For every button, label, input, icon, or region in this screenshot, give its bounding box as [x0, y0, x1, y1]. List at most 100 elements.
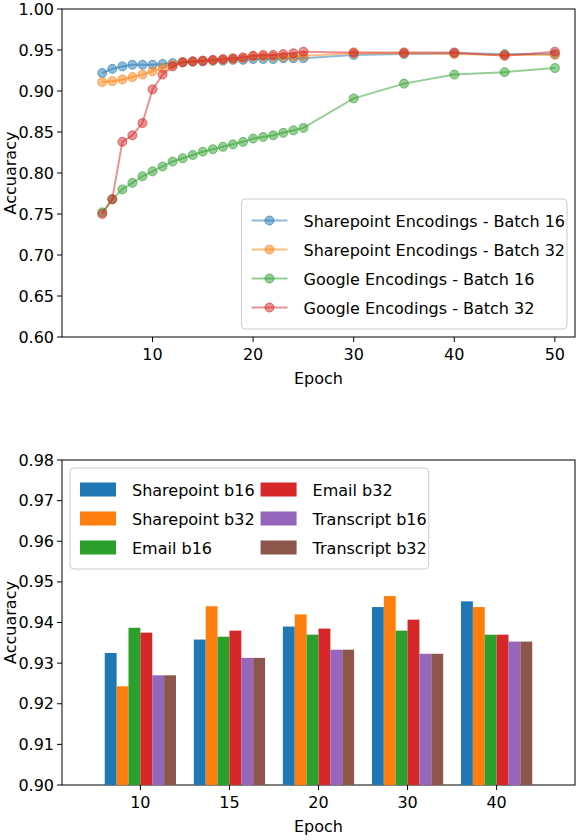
- data-point: [349, 48, 358, 57]
- legend-label: Sharepoint Encodings - Batch 32: [303, 241, 565, 260]
- y-tick-label: 0.75: [18, 205, 54, 224]
- data-point: [299, 47, 308, 56]
- data-point: [198, 147, 207, 156]
- legend-label: Email b32: [313, 481, 393, 500]
- data-point: [289, 49, 298, 58]
- bar: [330, 650, 342, 785]
- x-tick: [496, 785, 497, 790]
- data-point: [239, 53, 248, 62]
- bar: [241, 658, 253, 785]
- data-point: [208, 56, 217, 65]
- data-point: [500, 51, 509, 60]
- bar: [342, 650, 354, 785]
- data-point: [208, 56, 217, 65]
- legend-marker: [265, 274, 274, 283]
- legend-swatch: [261, 483, 297, 497]
- data-point: [178, 154, 187, 163]
- bar: [164, 675, 176, 785]
- data-point: [128, 60, 137, 69]
- x-tick: [140, 785, 141, 790]
- x-tick-label: 20: [308, 793, 328, 812]
- bar: [218, 637, 230, 785]
- bar: [497, 635, 509, 785]
- data-point: [550, 47, 559, 56]
- legend-marker: [265, 245, 274, 254]
- legend-marker: [265, 303, 274, 312]
- series-line: [102, 68, 555, 212]
- bar: [485, 635, 497, 785]
- legend-swatch: [261, 512, 297, 526]
- bar: [520, 642, 532, 785]
- data-point: [118, 62, 127, 71]
- axes-frame: [62, 9, 575, 337]
- x-tick: [318, 785, 319, 790]
- data-point: [148, 167, 157, 176]
- y-tick-label: 0.60: [18, 328, 54, 347]
- data-point: [138, 172, 147, 181]
- y-tick-label: 1.00: [18, 0, 54, 19]
- x-tick-label: 15: [219, 793, 239, 812]
- data-point: [229, 140, 238, 149]
- x-tick: [454, 337, 455, 342]
- y-tick: [57, 255, 62, 256]
- data-point: [500, 50, 509, 59]
- bar: [509, 642, 521, 785]
- data-point: [188, 57, 197, 66]
- data-point: [118, 137, 127, 146]
- figure: 0.600.650.700.750.800.850.900.951.001020…: [0, 0, 586, 840]
- y-tick: [57, 541, 62, 542]
- data-point: [118, 75, 127, 84]
- bar: [396, 631, 408, 785]
- data-point: [269, 50, 278, 59]
- bar: [105, 653, 117, 785]
- data-point: [168, 157, 177, 166]
- bar: [372, 607, 384, 785]
- data-point: [108, 195, 117, 204]
- bar: [229, 631, 241, 785]
- data-point: [138, 70, 147, 79]
- y-tick: [57, 785, 62, 786]
- data-point: [349, 94, 358, 103]
- data-point: [118, 185, 127, 194]
- data-point: [188, 57, 197, 66]
- data-point: [158, 162, 167, 171]
- data-point: [208, 55, 217, 64]
- line-chart: 0.600.650.700.750.800.850.900.951.001020…: [1, 0, 575, 388]
- data-point: [208, 145, 217, 154]
- bar: [431, 654, 443, 785]
- plot-area: [98, 47, 560, 218]
- data-point: [98, 77, 107, 86]
- bar: [194, 640, 206, 785]
- bar: [283, 627, 295, 785]
- bar: [140, 633, 152, 785]
- data-point: [148, 85, 157, 94]
- plot-area: [105, 596, 533, 785]
- data-point: [128, 131, 137, 140]
- data-point: [400, 49, 409, 58]
- series-line: [102, 52, 555, 214]
- legend-label: Google Encodings - Batch 32: [303, 299, 534, 318]
- bar: [253, 658, 265, 785]
- legend-marker: [265, 216, 274, 225]
- data-point: [178, 58, 187, 67]
- data-point: [349, 49, 358, 58]
- legend-box: [70, 468, 429, 569]
- legend-swatch: [80, 541, 116, 555]
- legend-label: Email b16: [132, 539, 212, 558]
- x-tick-label: 40: [486, 793, 506, 812]
- data-point: [188, 150, 197, 159]
- legend-label: Transcript b32: [312, 539, 427, 558]
- data-point: [229, 54, 238, 63]
- bar: [129, 628, 141, 785]
- y-tick: [57, 500, 62, 501]
- data-point: [269, 131, 278, 140]
- y-tick-label: 0.92: [18, 694, 54, 713]
- legend-label: Transcript b16: [312, 510, 427, 529]
- data-point: [158, 70, 167, 79]
- bar: [408, 620, 420, 785]
- data-point: [239, 137, 248, 146]
- bar: [319, 629, 331, 785]
- y-tick-label: 0.96: [18, 532, 54, 551]
- x-tick: [152, 337, 153, 342]
- x-tick: [407, 785, 408, 790]
